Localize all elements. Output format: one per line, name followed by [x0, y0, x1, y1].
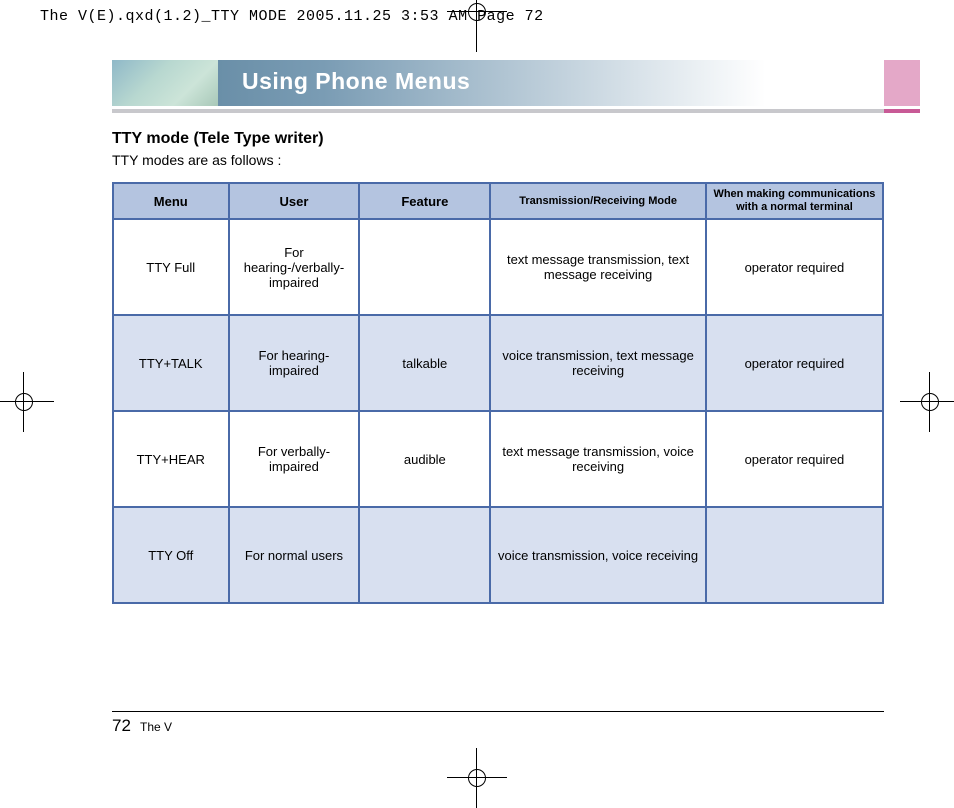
chapter-header: Using Phone Menus [112, 60, 920, 116]
cell: operator required [706, 219, 883, 315]
cell: voice transmission, voice receiving [490, 507, 706, 603]
header-rule [112, 109, 920, 113]
section-subtitle: TTY modes are as follows : [112, 152, 884, 168]
col-transmission: Transmission/Receiving Mode [490, 183, 706, 219]
cell: For hearing-impaired [229, 315, 360, 411]
cell: TTY Off [113, 507, 229, 603]
header-pink-block [884, 60, 920, 106]
book-title: The V [140, 720, 172, 734]
table-row: TTY Off For normal users voice transmiss… [113, 507, 883, 603]
section-heading: TTY mode (Tele Type writer) [112, 130, 884, 148]
cell: talkable [359, 315, 490, 411]
col-feature: Feature [359, 183, 490, 219]
table-header-row: Menu User Feature Transmission/Receiving… [113, 183, 883, 219]
header-photo [112, 60, 218, 106]
cell: TTY+HEAR [113, 411, 229, 507]
col-user: User [229, 183, 360, 219]
cell: operator required [706, 411, 883, 507]
cell: TTY+TALK [113, 315, 229, 411]
col-menu: Menu [113, 183, 229, 219]
cell: operator required [706, 315, 883, 411]
cell: text message transmission, voice receivi… [490, 411, 706, 507]
page-body: Using Phone Menus TTY mode (Tele Type wr… [40, 24, 920, 780]
chapter-title: Using Phone Menus [242, 68, 470, 95]
page-number: 72 [112, 716, 131, 735]
header-rule-accent [884, 109, 920, 113]
content-area: TTY mode (Tele Type writer) TTY modes ar… [112, 130, 884, 604]
table-row: TTY+HEAR For verbally-impaired audible t… [113, 411, 883, 507]
cell: For hearing-/verbally- impaired [229, 219, 360, 315]
cell [359, 219, 490, 315]
table-row: TTY Full For hearing-/verbally- impaired… [113, 219, 883, 315]
table-row: TTY+TALK For hearing-impaired talkable v… [113, 315, 883, 411]
cell: voice transmission, text message receivi… [490, 315, 706, 411]
cell [359, 507, 490, 603]
cell: For normal users [229, 507, 360, 603]
cell: text message transmission, text message … [490, 219, 706, 315]
page-footer: 72 The V [112, 711, 884, 736]
cell: TTY Full [113, 219, 229, 315]
cell: audible [359, 411, 490, 507]
col-normal-terminal: When making communications with a normal… [706, 183, 883, 219]
cell [706, 507, 883, 603]
tty-modes-table: Menu User Feature Transmission/Receiving… [112, 182, 884, 604]
cell: For verbally-impaired [229, 411, 360, 507]
